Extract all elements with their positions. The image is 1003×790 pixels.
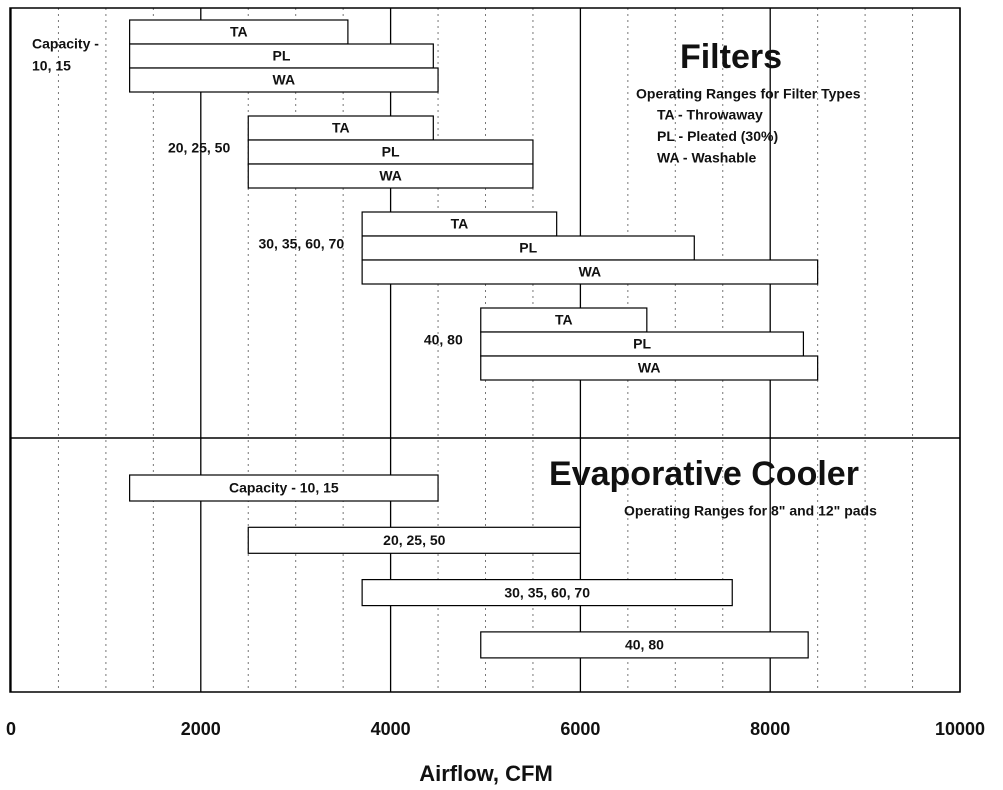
bar-label: WA xyxy=(579,264,602,280)
bar-label: PL xyxy=(633,336,651,352)
bar-label: 40, 80 xyxy=(625,637,664,653)
panel-subtitle: Operating Ranges for 8" and 12" pads xyxy=(624,503,877,519)
range-bar xyxy=(361,259,819,285)
bar-label: WA xyxy=(638,360,661,376)
range-bar xyxy=(129,67,439,93)
range-bar xyxy=(129,43,434,69)
bar-label: WA xyxy=(273,72,296,88)
range-bar xyxy=(361,578,733,607)
range-bar xyxy=(480,355,819,381)
x-tick-label: 4000 xyxy=(371,719,411,739)
group-label: Capacity - xyxy=(32,36,99,52)
range-bar xyxy=(247,115,434,141)
range-bar xyxy=(480,631,809,659)
panel-title: Filters xyxy=(680,38,782,76)
bar-label: PL xyxy=(273,48,291,64)
group-label: 40, 80 xyxy=(424,332,463,348)
range-bar xyxy=(480,331,805,357)
range-bar xyxy=(480,307,648,333)
group-label: 10, 15 xyxy=(32,58,71,74)
x-tick-label: 8000 xyxy=(750,719,790,739)
legend-entry: PL - Pleated (30%) xyxy=(657,128,778,144)
bar-label: Capacity - 10, 15 xyxy=(229,480,339,496)
x-axis-label: Airflow, CFM xyxy=(419,761,553,786)
x-tick-label: 0 xyxy=(6,719,16,739)
bar-label: PL xyxy=(519,240,537,256)
panel-title: Evaporative Cooler xyxy=(549,455,859,493)
group-label: 20, 25, 50 xyxy=(168,140,230,156)
bar-label: TA xyxy=(230,24,248,40)
range-bar xyxy=(361,235,695,261)
bar-label: WA xyxy=(379,168,402,184)
x-tick-label: 6000 xyxy=(560,719,600,739)
bar-label: TA xyxy=(332,120,350,136)
bar-label: 20, 25, 50 xyxy=(383,532,445,548)
range-bar xyxy=(247,526,581,554)
legend-entry: WA - Washable xyxy=(657,150,757,166)
bar-label: TA xyxy=(451,216,469,232)
range-bar xyxy=(129,19,349,45)
group-label: 30, 35, 60, 70 xyxy=(258,236,344,252)
range-bar xyxy=(247,163,534,189)
bar-label: TA xyxy=(555,312,573,328)
range-bar xyxy=(129,474,439,502)
bar-label: 30, 35, 60, 70 xyxy=(504,584,590,600)
plot-frame xyxy=(9,7,961,693)
x-tick-label: 10000 xyxy=(935,719,985,739)
bar-label: PL xyxy=(382,144,400,160)
panel-subtitle: Operating Ranges for Filter Types xyxy=(636,86,861,102)
legend-entry: TA - Throwaway xyxy=(657,107,763,123)
x-tick-label: 2000 xyxy=(181,719,221,739)
